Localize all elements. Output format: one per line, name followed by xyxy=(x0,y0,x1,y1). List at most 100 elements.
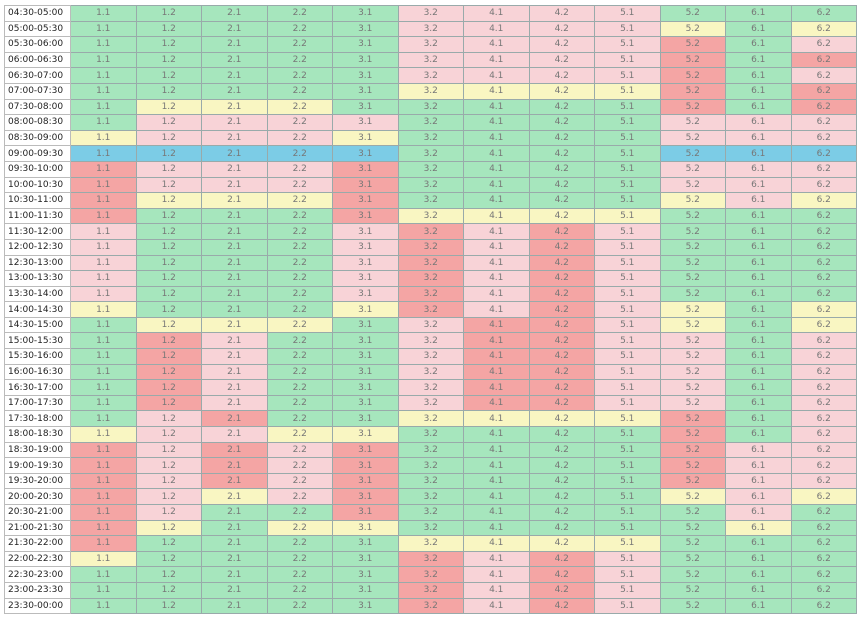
cell: 6.1 xyxy=(725,192,792,209)
cell: 4.2 xyxy=(528,566,595,583)
row: 14:00-14:30 1.1 1.2 2.1 2.2 3.1 3.2 4.1 4.2 5.1 5.… xyxy=(4,301,857,318)
cell: 5.1 xyxy=(594,145,661,162)
cell: 3.2 xyxy=(397,129,464,147)
cell: 3.1 xyxy=(332,129,399,147)
cell: 3.2 xyxy=(397,160,464,178)
cell: 3.2 xyxy=(397,207,464,225)
cell: 6.2 xyxy=(790,332,857,350)
cell: 3.1 xyxy=(332,20,399,38)
cell: 5.2 xyxy=(659,160,726,178)
cell: 4.1 xyxy=(463,145,530,162)
cell: 6.2 xyxy=(790,36,857,53)
cell: 1.2 xyxy=(135,20,202,38)
time-slot: 21:00-21:30 xyxy=(4,519,71,537)
cell: 1.1 xyxy=(70,597,137,615)
time-slot: 18:30-19:00 xyxy=(4,441,71,459)
cell: 4.2 xyxy=(528,488,595,505)
cell: 4.2 xyxy=(528,5,595,22)
cell: 6.2 xyxy=(790,597,857,615)
cell: 6.1 xyxy=(725,363,792,381)
cell: 3.2 xyxy=(397,285,464,303)
cell: 6.1 xyxy=(725,301,792,318)
time-slot: 13:00-13:30 xyxy=(4,270,71,287)
cell: 1.2 xyxy=(135,129,202,147)
cell: 1.1 xyxy=(70,504,137,521)
time-slot: 14:00-14:30 xyxy=(4,301,71,318)
cell: 4.1 xyxy=(463,114,530,131)
time-slot: 23:30-00:00 xyxy=(4,597,71,615)
row: 21:00-21:30 1.1 1.2 2.1 2.2 3.1 3.2 4.1 4.2 5.1 5.… xyxy=(4,519,857,537)
cell: 6.2 xyxy=(790,566,857,583)
cell: 4.2 xyxy=(528,394,595,412)
time-slot: 15:00-15:30 xyxy=(4,332,71,350)
cell: 2.1 xyxy=(201,192,268,209)
cell: 3.2 xyxy=(397,472,464,490)
cell: 5.1 xyxy=(594,566,661,583)
cell: 5.1 xyxy=(594,207,661,225)
cell: 4.2 xyxy=(528,160,595,178)
time-slot: 09:00-09:30 xyxy=(4,145,71,162)
time-slot: 23:00-23:30 xyxy=(4,581,71,599)
cell: 4.1 xyxy=(463,5,530,22)
cell: 3.2 xyxy=(397,566,464,583)
cell: 1.1 xyxy=(70,129,137,147)
cell: 1.1 xyxy=(70,410,137,428)
time-slot: 08:00-08:30 xyxy=(4,114,71,131)
cell: 3.2 xyxy=(397,581,464,599)
cell: 2.2 xyxy=(266,254,333,272)
cell: 2.1 xyxy=(201,207,268,225)
cell: 4.1 xyxy=(463,301,530,318)
cell: 1.2 xyxy=(135,82,202,100)
cell: 4.1 xyxy=(463,472,530,490)
cell: 2.1 xyxy=(201,270,268,287)
time-slot: 21:30-22:00 xyxy=(4,535,71,552)
cell: 6.2 xyxy=(790,145,857,162)
row: 07:30-08:00 1.1 1.2 2.1 2.2 3.1 3.2 4.1 4.2 5.1 5.… xyxy=(4,98,857,116)
cell: 6.1 xyxy=(725,332,792,350)
cell: 4.1 xyxy=(463,160,530,178)
cell: 6.2 xyxy=(790,394,857,412)
cell: 2.1 xyxy=(201,348,268,365)
cell: 4.1 xyxy=(463,98,530,116)
cell: 6.1 xyxy=(725,472,792,490)
row: 13:30-14:00 1.1 1.2 2.1 2.2 3.1 3.2 4.1 4.2 5.1 5.… xyxy=(4,285,857,303)
cell: 3.1 xyxy=(332,472,399,490)
cell: 3.1 xyxy=(332,114,399,131)
time-slot: 22:30-23:00 xyxy=(4,566,71,583)
cell: 1.1 xyxy=(70,176,137,194)
cell: 2.2 xyxy=(266,379,333,396)
cell: 2.1 xyxy=(201,5,268,22)
time-slot: 20:00-20:30 xyxy=(4,488,71,505)
cell: 4.2 xyxy=(528,20,595,38)
cell: 6.2 xyxy=(790,176,857,194)
time-slot: 22:00-22:30 xyxy=(4,550,71,568)
row: 06:00-06:30 1.1 1.2 2.1 2.2 3.1 3.2 4.1 4.2 5.1 5.… xyxy=(4,51,857,69)
row: 09:00-09:30 1.1 1.2 2.1 2.2 3.1 3.2 4.1 4.2 5.1 5.… xyxy=(4,145,857,162)
cell: 3.2 xyxy=(397,519,464,537)
cell: 1.2 xyxy=(135,550,202,568)
cell: 4.2 xyxy=(528,207,595,225)
cell: 5.1 xyxy=(594,394,661,412)
row: 09:30-10:00 1.1 1.2 2.1 2.2 3.1 3.2 4.1 4.2 5.1 5.… xyxy=(4,160,857,178)
cell: 3.1 xyxy=(332,160,399,178)
cell: 3.2 xyxy=(397,145,464,162)
cell: 5.1 xyxy=(594,316,661,334)
cell: 4.1 xyxy=(463,20,530,38)
cell: 1.1 xyxy=(70,457,137,474)
cell: 1.2 xyxy=(135,285,202,303)
cell: 1.1 xyxy=(70,36,137,53)
cell: 2.1 xyxy=(201,535,268,552)
row: 12:30-13:00 1.1 1.2 2.1 2.2 3.1 3.2 4.1 4.2 5.1 5.… xyxy=(4,254,857,272)
cell: 3.1 xyxy=(332,394,399,412)
cell: 3.1 xyxy=(332,535,399,552)
cell: 3.2 xyxy=(397,363,464,381)
cell: 6.1 xyxy=(725,504,792,521)
cell: 3.1 xyxy=(332,581,399,599)
cell: 4.1 xyxy=(463,566,530,583)
cell: 3.1 xyxy=(332,192,399,209)
cell: 2.2 xyxy=(266,98,333,116)
cell: 5.2 xyxy=(659,192,726,209)
cell: 5.2 xyxy=(659,145,726,162)
cell: 3.2 xyxy=(397,98,464,116)
cell: 3.1 xyxy=(332,457,399,474)
